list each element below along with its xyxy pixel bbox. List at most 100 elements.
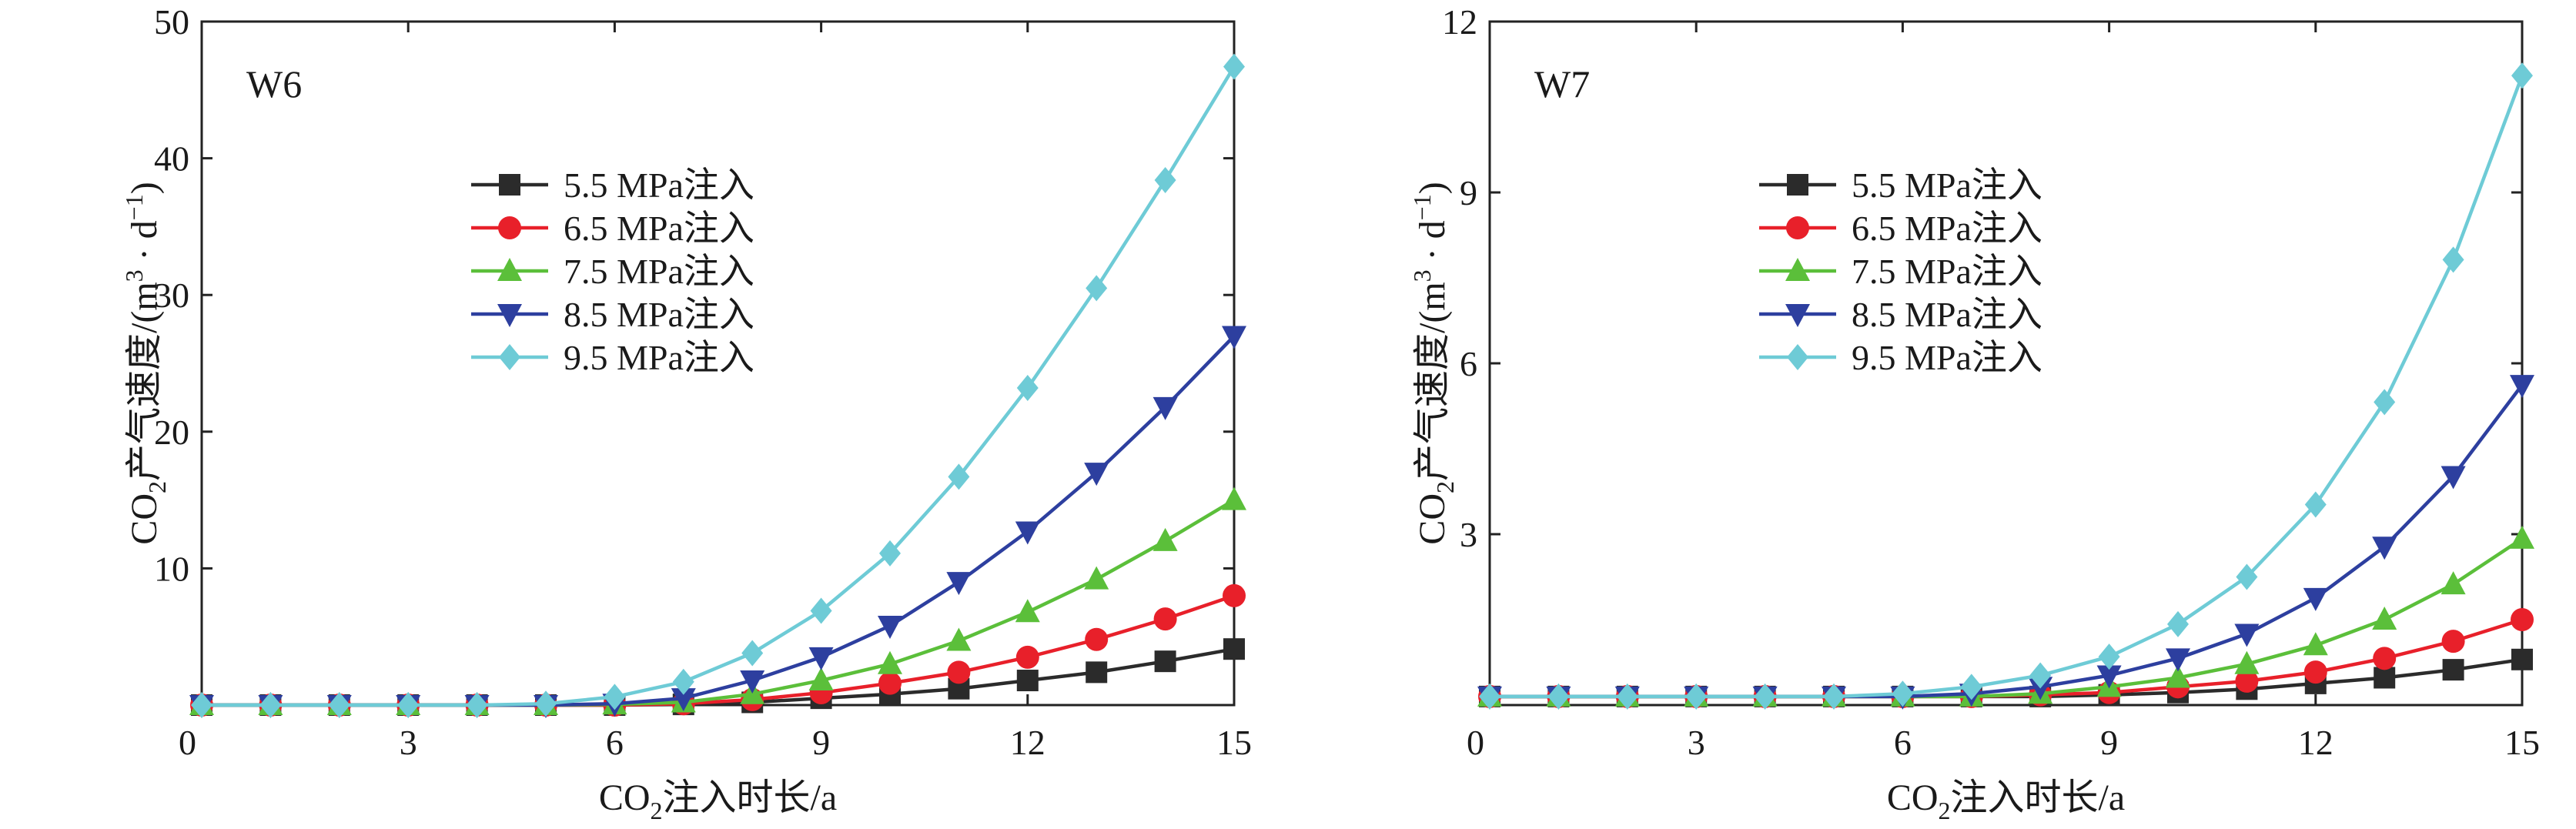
series-4-point [879, 540, 901, 567]
y-tick-label: 50 [154, 2, 189, 42]
series-2-point [2303, 632, 2328, 656]
legend-label: 7.5 MPa注入 [1852, 252, 2042, 291]
series-3-point [2303, 587, 2328, 611]
x-tick-label: 15 [2504, 723, 2540, 762]
series-4-line [1490, 75, 2524, 699]
series-4-point [948, 463, 970, 490]
series-3 [189, 326, 1246, 718]
series-2-point [1153, 527, 1178, 551]
series-4-line [202, 65, 1236, 707]
series-4-point [466, 692, 488, 718]
legend-marker [1787, 174, 1808, 196]
legend-marker [1785, 258, 1810, 281]
series-3-point [808, 647, 834, 670]
series-1-line [1490, 617, 2523, 699]
x-tick-label: 12 [1010, 723, 1045, 762]
series-3-point [946, 572, 972, 596]
legend-label: 6.5 MPa注入 [1852, 209, 2042, 248]
series-1-point [947, 660, 971, 684]
series-0-point [1086, 661, 1108, 684]
series-3-point [671, 688, 696, 712]
y-tick-label: 6 [1460, 344, 1477, 383]
series-4-point [741, 640, 764, 667]
series-4-point [328, 692, 350, 718]
x-axis-label: CO2注入时长/a [599, 777, 837, 824]
series-4-point [397, 692, 420, 718]
series-3-point [2096, 665, 2122, 689]
legend-marker [1787, 344, 1808, 370]
series-2-point [1222, 486, 1246, 510]
series-1-point [2373, 647, 2397, 670]
series-4-point [1016, 374, 1039, 401]
x-tick-label: 6 [606, 723, 624, 762]
series-2-point [878, 650, 902, 674]
series-2-point [946, 627, 972, 651]
series-3-point [1084, 463, 1109, 486]
series-3-point [2510, 375, 2534, 399]
series-1-point [1223, 583, 1246, 607]
series-0-point [2442, 659, 2464, 681]
panel-label: W6 [246, 62, 302, 105]
legend-marker [498, 216, 521, 239]
legend-label: 8.5 MPa注入 [1852, 295, 2042, 334]
series-4-point [1616, 683, 1638, 710]
x-tick-label: 0 [1467, 723, 1484, 762]
series-4-point [191, 692, 212, 718]
series-4-point [1547, 683, 1570, 710]
legend-marker [497, 304, 522, 327]
series-3-point [740, 670, 765, 694]
y-tick-label: 40 [154, 139, 189, 179]
series-3-point [1015, 521, 1040, 545]
legend-label: 5.5 MPa注入 [564, 165, 754, 205]
y-tick-label: 30 [154, 276, 189, 315]
series-4 [191, 53, 1245, 718]
series-3-point [2372, 537, 2397, 560]
legend-marker [497, 258, 522, 281]
series-4-point [1823, 683, 1845, 710]
series-3-point [1153, 396, 1178, 420]
x-tick-label: 9 [2100, 723, 2118, 762]
legend-label: 6.5 MPa注入 [564, 209, 754, 248]
series-4-point [1754, 683, 1776, 710]
series-0-point [2511, 648, 2533, 670]
series-2-point [2510, 525, 2534, 549]
series-1-point [2235, 669, 2259, 693]
series-4-point [2374, 389, 2396, 416]
series-3-line [202, 334, 1236, 707]
series-4-point [2098, 643, 2120, 670]
chart-w7: 0 3 6 9 12 15 3 6 9 12 W7 CO2注入时长/a CO2产气速度/(m3 · d−… [1288, 0, 2576, 829]
y-axis-label: CO2产气速度/(m3 · d−1) [120, 182, 171, 544]
y-tick-label: 10 [154, 549, 189, 588]
series-4 [1479, 62, 2533, 710]
series-1-point [1015, 645, 1039, 669]
y-tick-label: 9 [1460, 173, 1477, 212]
legend-label: 7.5 MPa注入 [564, 252, 754, 291]
series-3-point [878, 615, 902, 639]
series-4-point [2511, 62, 2533, 89]
series-3-point [2234, 623, 2260, 647]
x-tick-label: 15 [1216, 723, 1252, 762]
series-1-point [1153, 607, 1177, 631]
series-2-point [1015, 599, 1040, 623]
legend-label: 9.5 MPa注入 [1852, 338, 2042, 377]
series-4-point [1086, 275, 1108, 302]
x-tick-label: 12 [2298, 723, 2333, 762]
series-1-point [2511, 608, 2534, 631]
series-4-point [810, 597, 832, 624]
legend-marker [499, 174, 520, 196]
series-1-point [2441, 630, 2465, 654]
x-tick-label: 6 [1894, 723, 1912, 762]
series-1-point [2303, 660, 2327, 684]
legend-marker [499, 344, 520, 370]
y-tick-label: 20 [154, 413, 189, 452]
chart-w7-svg: 0 3 6 9 12 15 3 6 9 12 W7 CO2注入时长/a CO2产气速度/(m3 · d−… [1408, 2, 2540, 824]
series-4-point [1479, 683, 1500, 710]
series-4-point [1223, 53, 1245, 80]
series-1-point [1085, 627, 1109, 651]
y-tick-label: 3 [1460, 515, 1477, 554]
series-0-point [2374, 667, 2396, 689]
panel-label: W7 [1534, 62, 1590, 105]
legend-marker [1785, 304, 1810, 327]
series-4-point [2029, 662, 2052, 689]
series-4-point [604, 684, 626, 710]
